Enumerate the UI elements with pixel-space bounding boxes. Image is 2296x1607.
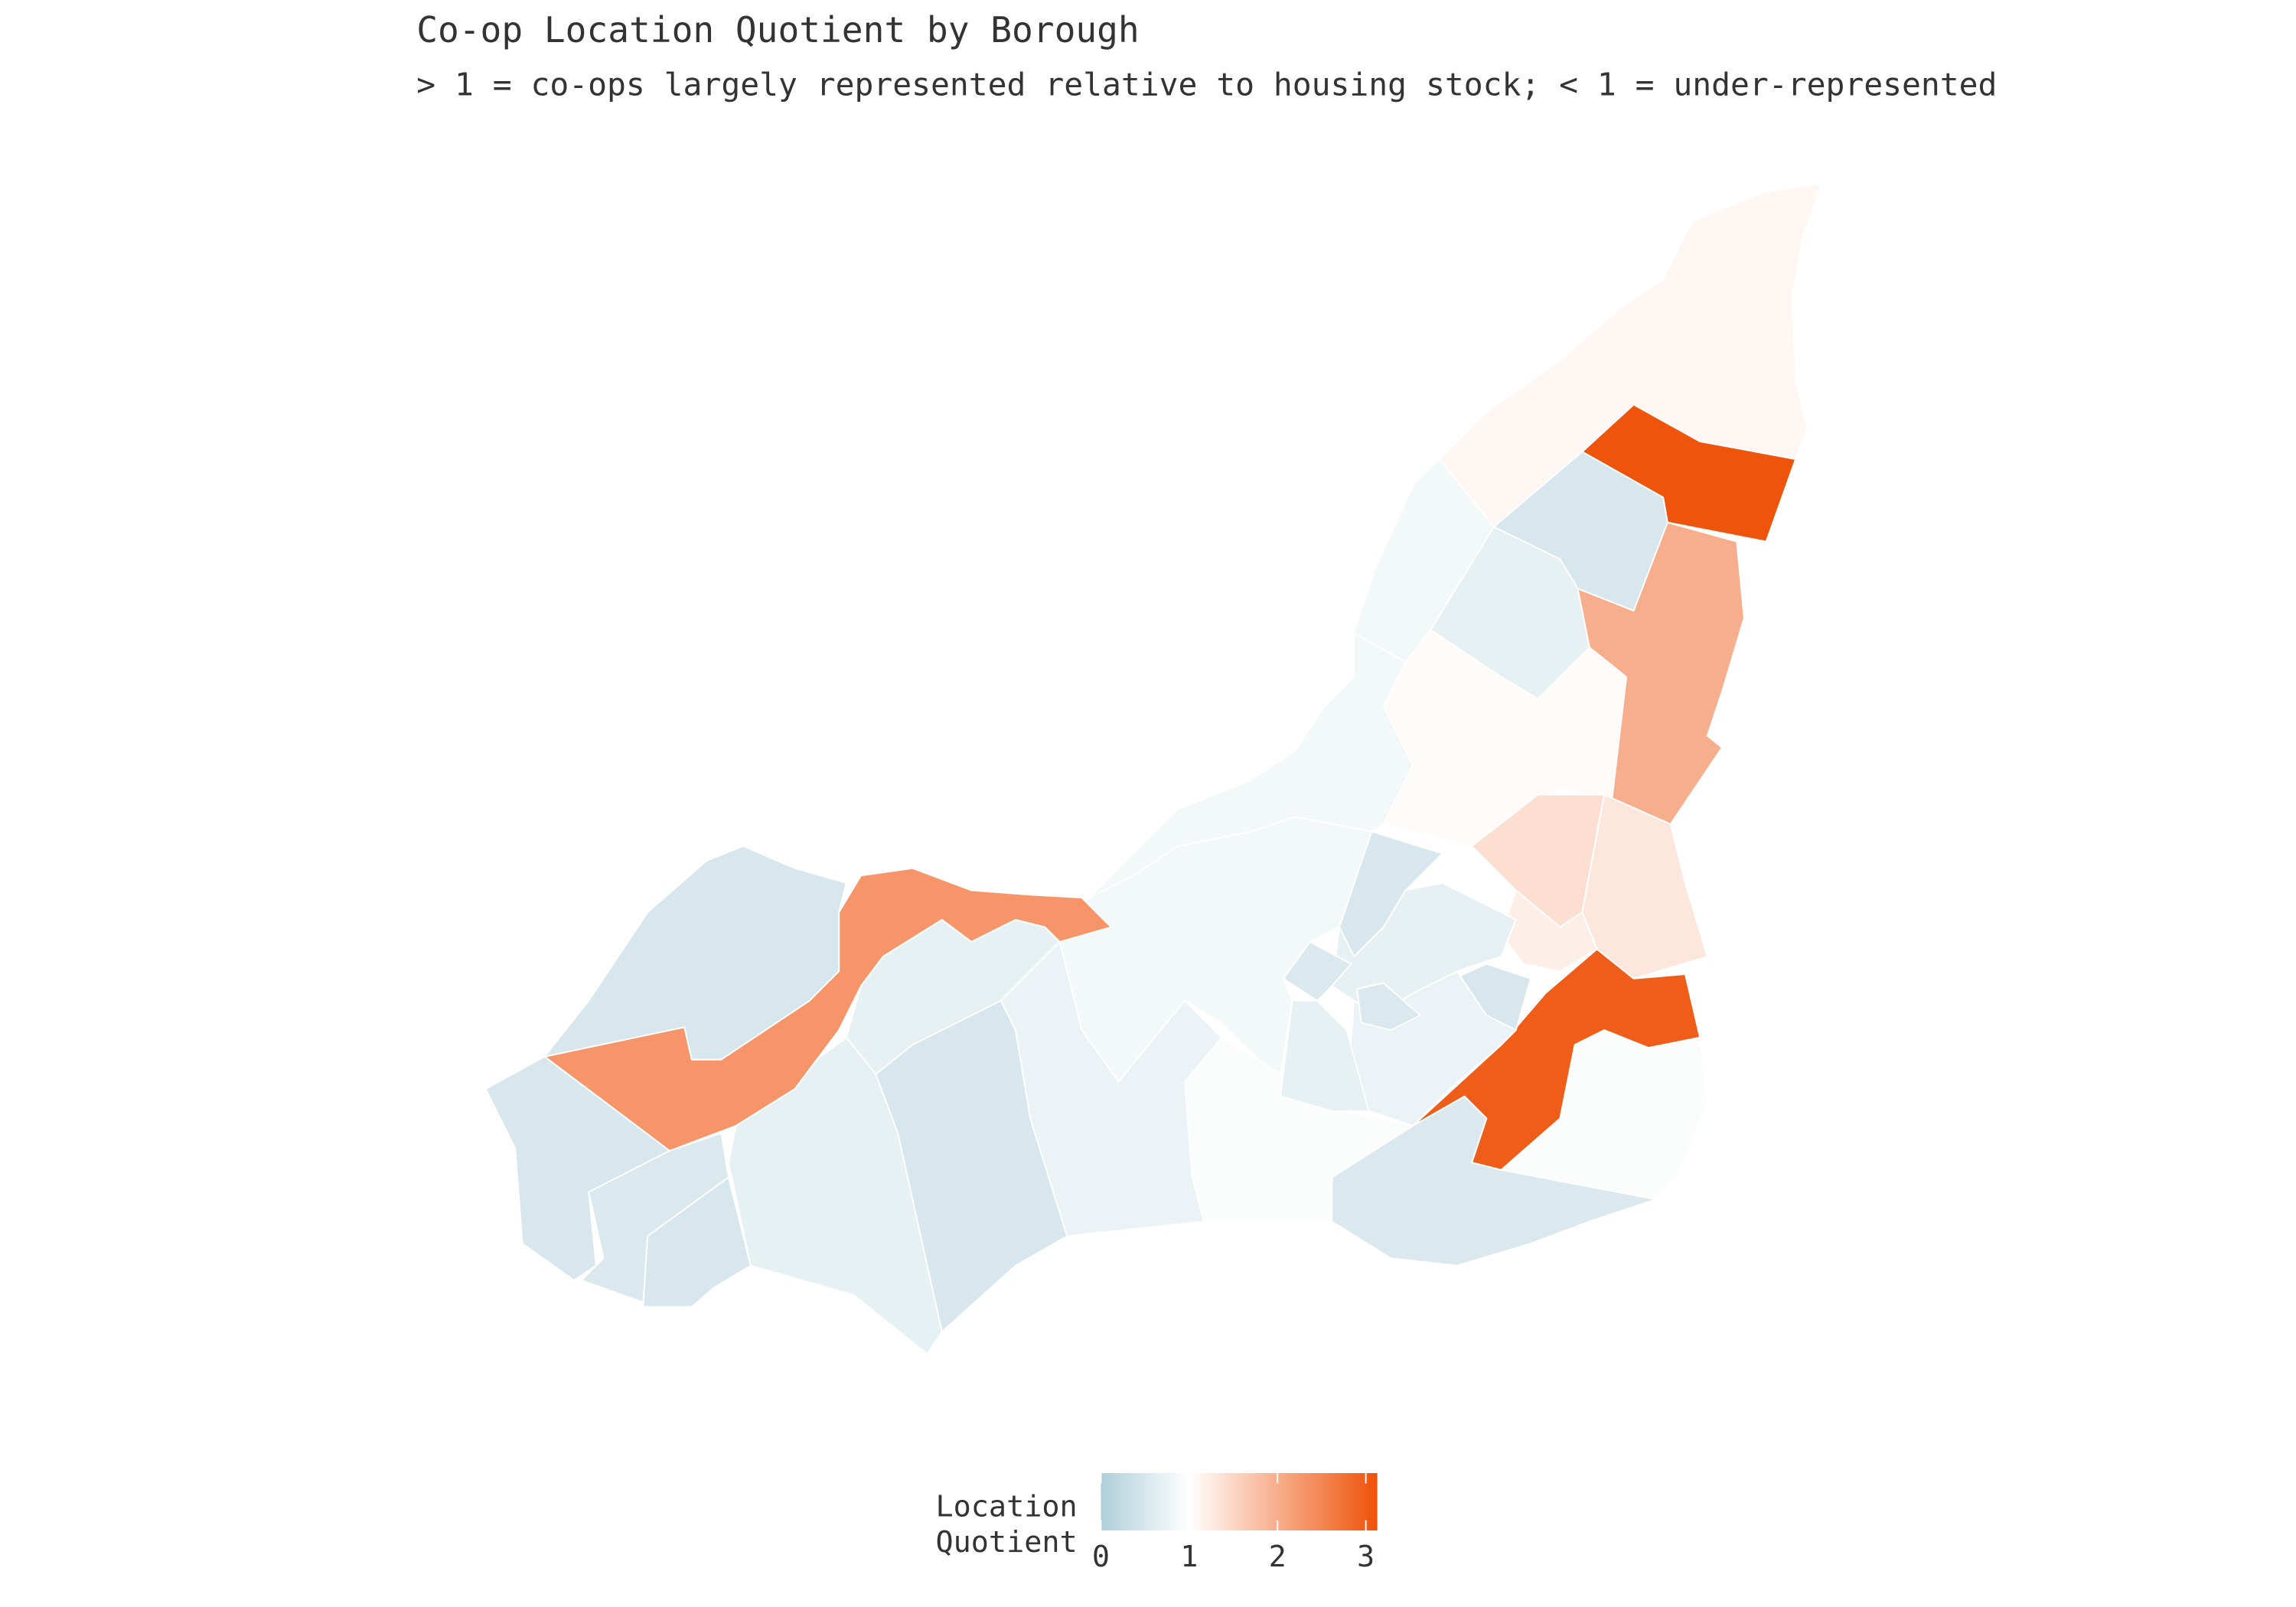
colorbar <box>1101 1473 1378 1530</box>
region <box>1088 631 1414 899</box>
region <box>1331 1095 1657 1266</box>
legend-title: Quotient <box>935 1525 1077 1560</box>
chart-title: Co-op Location Quotient by Borough <box>416 9 1140 51</box>
region <box>543 845 847 1061</box>
region <box>1500 1029 1708 1201</box>
tick-label: 0 <box>1092 1540 1110 1574</box>
region <box>1356 982 1421 1032</box>
tick-label: 3 <box>1357 1540 1375 1574</box>
region <box>642 1176 752 1308</box>
map-regions <box>484 183 1823 1355</box>
tick-label: 2 <box>1269 1540 1287 1574</box>
legend-title: Location <box>935 1490 1077 1524</box>
tick-label: 1 <box>1180 1540 1198 1574</box>
legend: Location Quotient 0 1 2 3 <box>935 1473 1378 1574</box>
chart-subtitle: > 1 = co-ops largely represented relativ… <box>416 66 1997 103</box>
region <box>1581 794 1708 980</box>
